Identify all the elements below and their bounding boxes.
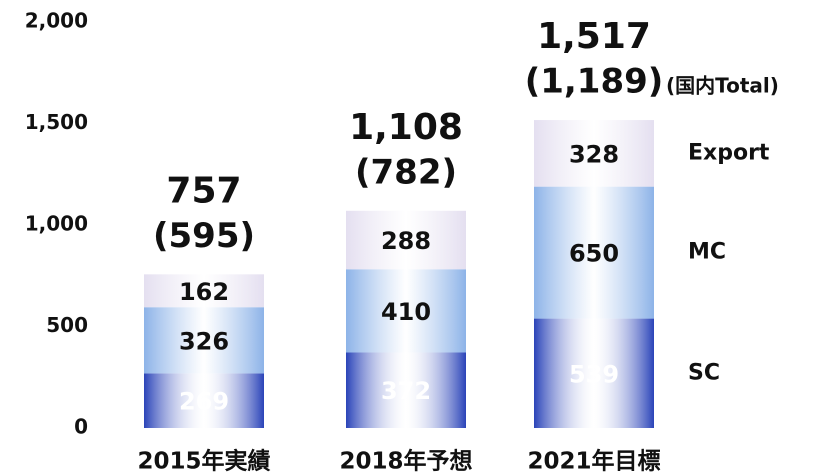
data-label: 162 bbox=[179, 278, 229, 306]
domestic-total-label: (1,189) bbox=[525, 62, 664, 102]
bar-segment bbox=[534, 186, 654, 319]
y-tick-label: 500 bbox=[46, 313, 88, 337]
bar-segment bbox=[144, 373, 264, 428]
x-tick-label: 2021年目標 bbox=[527, 448, 660, 475]
data-label: 372 bbox=[381, 377, 431, 405]
total-label: 1,108 bbox=[349, 107, 463, 148]
bar-segment bbox=[346, 210, 466, 270]
bar-segment bbox=[144, 274, 264, 308]
data-label: 410 bbox=[381, 298, 431, 326]
domestic-total-label: (782) bbox=[355, 152, 457, 192]
x-tick-label: 2015年実績 bbox=[137, 448, 270, 475]
total-label: 1,517 bbox=[537, 16, 651, 57]
bar-segment bbox=[534, 120, 654, 187]
bar-segment bbox=[346, 269, 466, 353]
legend-label: MC bbox=[688, 240, 726, 265]
y-tick-label: 0 bbox=[74, 415, 88, 439]
y-tick-label: 1,500 bbox=[25, 110, 88, 134]
data-label: 288 bbox=[381, 227, 431, 255]
data-label: 269 bbox=[179, 388, 229, 416]
y-tick-label: 1,000 bbox=[25, 212, 88, 236]
domestic-total-label: (595) bbox=[153, 216, 255, 256]
y-tick-label: 2,000 bbox=[25, 9, 88, 33]
data-label: 328 bbox=[569, 140, 619, 168]
data-label: 539 bbox=[569, 360, 619, 388]
annotation: (国内Total) bbox=[666, 74, 779, 98]
legend-label: SC bbox=[688, 360, 720, 385]
bar-segment bbox=[534, 318, 654, 428]
bar-segment bbox=[144, 307, 264, 374]
bar-segment bbox=[346, 352, 466, 428]
total-label: 757 bbox=[166, 170, 241, 211]
data-label: 650 bbox=[569, 240, 619, 268]
x-tick-label: 2018年予想 bbox=[339, 448, 472, 475]
legend-label: Export bbox=[688, 140, 770, 165]
data-label: 326 bbox=[179, 327, 229, 355]
